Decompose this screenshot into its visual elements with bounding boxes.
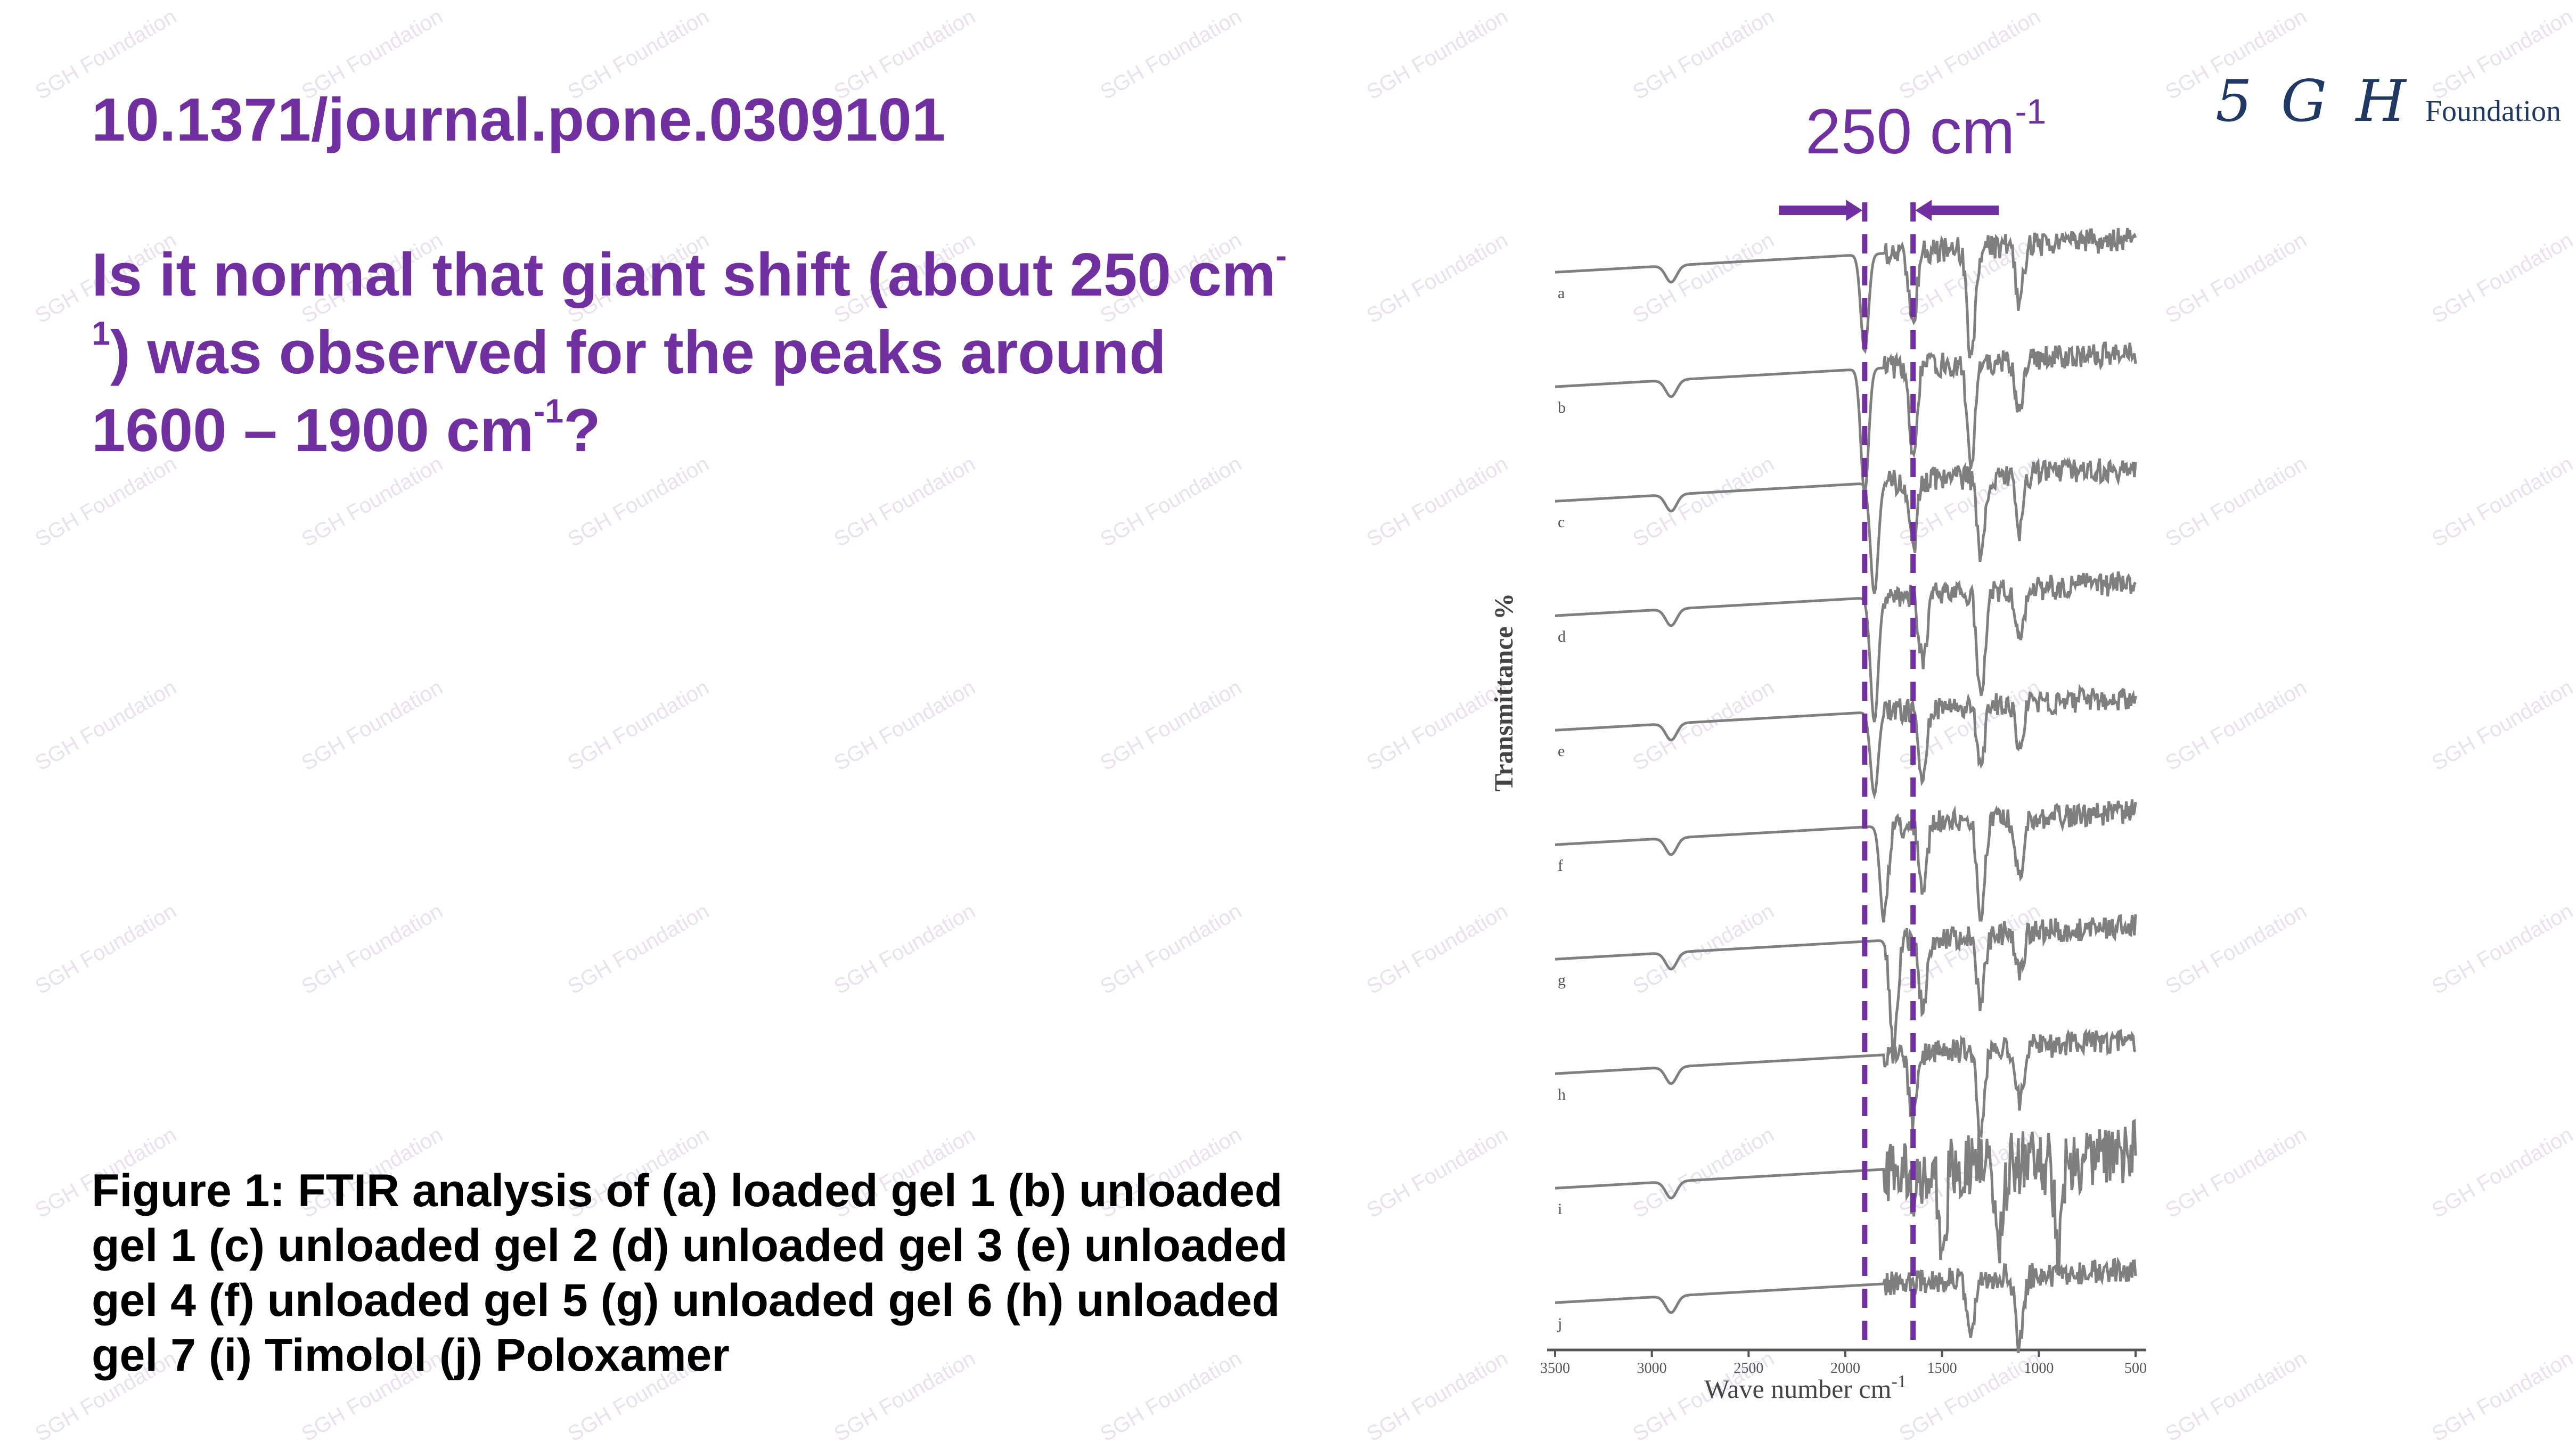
series-line-e xyxy=(1555,683,2137,800)
question-text: Is it normal that giant shift (about 250… xyxy=(92,236,1316,470)
logo-wordmark: Foundation xyxy=(2425,95,2561,128)
x-tick-label: 1000 xyxy=(2024,1360,2054,1377)
series-line-a xyxy=(1555,227,2137,358)
x-tick-label: 500 xyxy=(2124,1360,2147,1377)
series-label-i: i xyxy=(1558,1200,1562,1218)
foundation-logo: 5 G H Foundation xyxy=(2215,68,2561,135)
series-label-d: d xyxy=(1558,628,1566,645)
shift-annotation xyxy=(1779,200,1999,1347)
question-part-1: Is it normal that giant shift (about 250… xyxy=(92,241,1276,309)
question-superscript-2: -1 xyxy=(534,392,564,430)
x-tick-label: 2000 xyxy=(1830,1360,1860,1377)
series-line-b xyxy=(1555,341,2137,497)
series-group xyxy=(1555,227,2137,1353)
x-axis-label-superscript: -1 xyxy=(1892,1372,1907,1391)
y-axis-label: Transmittance % xyxy=(1489,593,1518,792)
series-line-g xyxy=(1555,914,2137,1060)
shift-arrow-left xyxy=(1779,200,1863,221)
series-label-b: b xyxy=(1558,399,1566,416)
series-label-g: g xyxy=(1558,971,1566,989)
shift-value: 250 cm xyxy=(1805,96,2015,167)
series-line-d xyxy=(1555,571,2137,723)
series-line-i xyxy=(1555,1118,2137,1276)
series-label-j: j xyxy=(1557,1315,1562,1332)
series-line-j xyxy=(1555,1256,2137,1353)
shift-arrow-right xyxy=(1915,200,1999,221)
series-label-e: e xyxy=(1558,742,1565,760)
series-line-h xyxy=(1555,1028,2137,1139)
x-tick-label: 3000 xyxy=(1637,1360,1667,1377)
shift-superscript: -1 xyxy=(2015,91,2047,131)
doi-heading: 10.1371/journal.pone.0309101 xyxy=(92,86,946,154)
series-line-f xyxy=(1555,799,2137,923)
shift-label: 250 cm-1 xyxy=(1805,91,2047,168)
logo-mark: 5 G H xyxy=(2215,68,2411,135)
figure-caption: Figure 1: FTIR analysis of (a) loaded ge… xyxy=(92,1165,1288,1381)
x-axis-label-text: Wave number cm xyxy=(1704,1374,1892,1404)
x-tick-label: 3500 xyxy=(1540,1360,1570,1377)
question-part-3: ? xyxy=(563,397,601,464)
x-tick-label: 2500 xyxy=(1733,1360,1763,1377)
series-label-a: a xyxy=(1558,284,1565,302)
series-label-h: h xyxy=(1558,1086,1566,1103)
x-tick-label: 1500 xyxy=(1927,1360,1957,1377)
series-line-c xyxy=(1555,456,2137,594)
series-label-f: f xyxy=(1558,857,1563,874)
x-tick-group: 3500 3000 2500 2000 1500 1000 500 xyxy=(1540,1350,2147,1377)
series-label-c: c xyxy=(1558,513,1565,531)
series-label-group: a b c d e f g h i j xyxy=(1557,284,1566,1332)
x-axis-label: Wave number cm-1 xyxy=(1704,1372,1907,1404)
question-superscript-1: -1 xyxy=(92,237,1287,353)
question-part-2: ) was observed for the peaks around 1600… xyxy=(92,319,1166,464)
